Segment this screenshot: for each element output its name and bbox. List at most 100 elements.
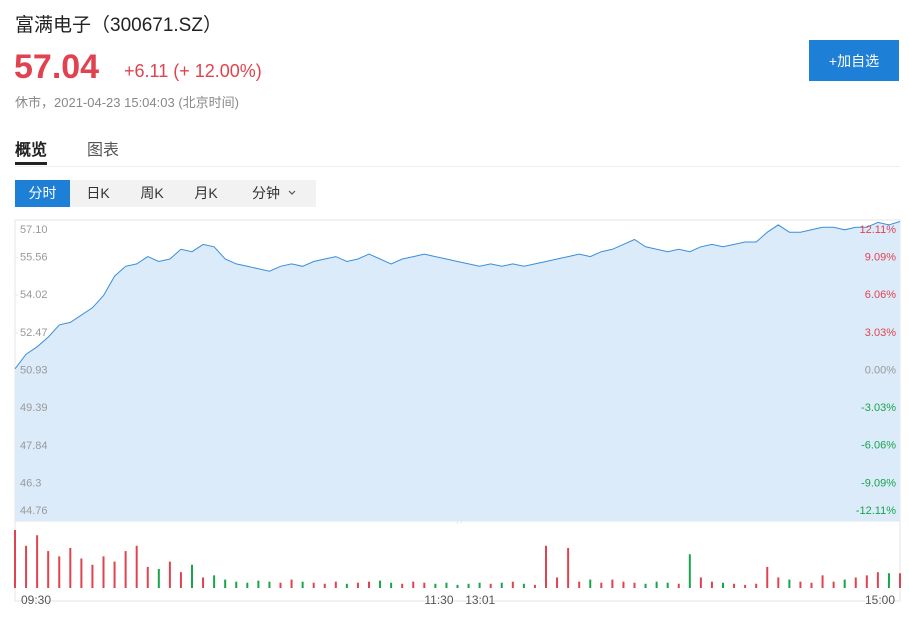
volume-bar — [755, 583, 758, 588]
market-status: 休市，2021-04-23 15:04:03 (北京时间) — [15, 95, 239, 110]
y2-tick-label: -12.11% — [856, 505, 896, 517]
y2-tick-label: 3.03% — [865, 327, 896, 339]
volume-bar — [567, 547, 570, 588]
tab[interactable]: 图表 — [87, 142, 120, 159]
tab[interactable]: 概览 — [15, 142, 48, 159]
add-watchlist-button[interactable]: +加自选 — [809, 40, 899, 81]
volume-bar — [312, 582, 315, 588]
tab-underline — [15, 162, 47, 165]
y-tick-label: 47.84 — [20, 440, 48, 452]
volume-bar — [146, 566, 149, 588]
volume-bar — [401, 583, 404, 588]
volume-bar — [511, 581, 514, 588]
volume-bar — [334, 581, 337, 588]
volume-bar — [865, 575, 868, 588]
volume-bar — [58, 556, 61, 588]
x-tick-label: 15:00 — [865, 593, 895, 607]
volume-bar — [821, 575, 824, 588]
volume-bar — [710, 581, 713, 588]
volume-bar — [368, 581, 370, 588]
volume-bar — [323, 583, 326, 588]
volume-bar — [179, 572, 182, 588]
volume-bar — [600, 582, 603, 588]
subtab[interactable]: 月K — [194, 185, 218, 201]
volume-bar — [854, 577, 857, 588]
volume-bar — [47, 551, 50, 588]
volume-bar — [257, 580, 260, 588]
y-tick-label: 44.76 — [20, 505, 48, 517]
y2-tick-label: 0.00% — [865, 364, 896, 376]
volume-bar — [445, 582, 448, 588]
volume-bar — [611, 579, 614, 588]
stock-title: 富满电子（300671.SZ） — [15, 15, 222, 36]
volume-bar — [390, 582, 393, 588]
volume-bar — [356, 582, 359, 588]
volume-bar — [622, 581, 625, 588]
y-tick-label: 46.3 — [20, 477, 41, 489]
divider — [15, 166, 900, 167]
volume-bar — [655, 581, 658, 588]
volume-bar — [478, 582, 481, 588]
volume-bar — [589, 579, 592, 588]
volume-bar — [556, 577, 559, 588]
volume-bar — [500, 582, 503, 588]
volume-bar — [168, 561, 171, 588]
volume-bar — [379, 580, 382, 588]
volume-bar — [876, 572, 879, 588]
subtab[interactable]: 日K — [86, 185, 110, 201]
volume-bar — [810, 582, 813, 588]
x-tick-label: 11:30 — [424, 593, 453, 607]
dropdown-icon — [288, 190, 296, 195]
volume-bar — [157, 569, 160, 588]
y-tick-label: 55.56 — [20, 251, 48, 263]
volume-bar — [434, 583, 437, 588]
volume-bar — [522, 583, 525, 588]
volume-bar — [677, 583, 680, 588]
subtab[interactable]: 分时 — [15, 180, 70, 207]
volume-bar — [423, 582, 426, 588]
volume-bar — [345, 583, 348, 588]
volume-bar — [279, 582, 282, 588]
subtab[interactable]: 分钟 — [252, 185, 280, 201]
volume-bar — [224, 579, 227, 588]
volume-bar — [699, 577, 702, 588]
volume-bar — [733, 583, 736, 588]
volume-bar — [799, 581, 802, 588]
volume-bar — [633, 582, 636, 588]
x-tick-label: 13:01 — [465, 593, 495, 607]
y2-tick-label: -6.06% — [861, 440, 896, 452]
price-change: +6.11 (+ 12.00%) — [124, 61, 262, 81]
y2-tick-label: 9.09% — [865, 251, 896, 263]
volume-bar — [489, 583, 492, 588]
volume-bar — [113, 561, 116, 588]
y2-tick-label: -3.03% — [861, 402, 896, 414]
volume-bar — [301, 581, 304, 588]
y-tick-label: 49.39 — [20, 402, 48, 414]
volume-bar — [545, 545, 547, 588]
volume-bar — [36, 535, 39, 588]
volume-bar — [135, 545, 138, 588]
price-area — [15, 221, 900, 521]
y-tick-label: 57.10 — [20, 224, 48, 236]
volume-bar — [69, 547, 72, 588]
volume-bar — [14, 530, 16, 588]
volume-bar — [124, 551, 127, 588]
y2-tick-label: 12.11% — [860, 224, 897, 236]
volume-bar — [688, 554, 691, 588]
volume-bar — [788, 579, 791, 588]
volume-bar — [644, 583, 647, 588]
subtab[interactable]: 周K — [140, 185, 164, 201]
volume-bar — [533, 584, 536, 588]
volume-bar — [722, 582, 724, 588]
price: 57.04 — [14, 48, 100, 86]
volume-bar — [467, 583, 470, 588]
chart: 华尔街见闻57.1055.5654.0252.4750.9349.3947.84… — [14, 219, 901, 607]
volume-bar — [899, 573, 901, 588]
volume-bar — [777, 577, 780, 588]
volume-bar — [235, 581, 238, 588]
volume-bar — [290, 579, 293, 588]
y2-tick-label: 6.06% — [865, 289, 896, 301]
volume-bar — [268, 581, 271, 588]
volume-bar — [666, 582, 669, 588]
